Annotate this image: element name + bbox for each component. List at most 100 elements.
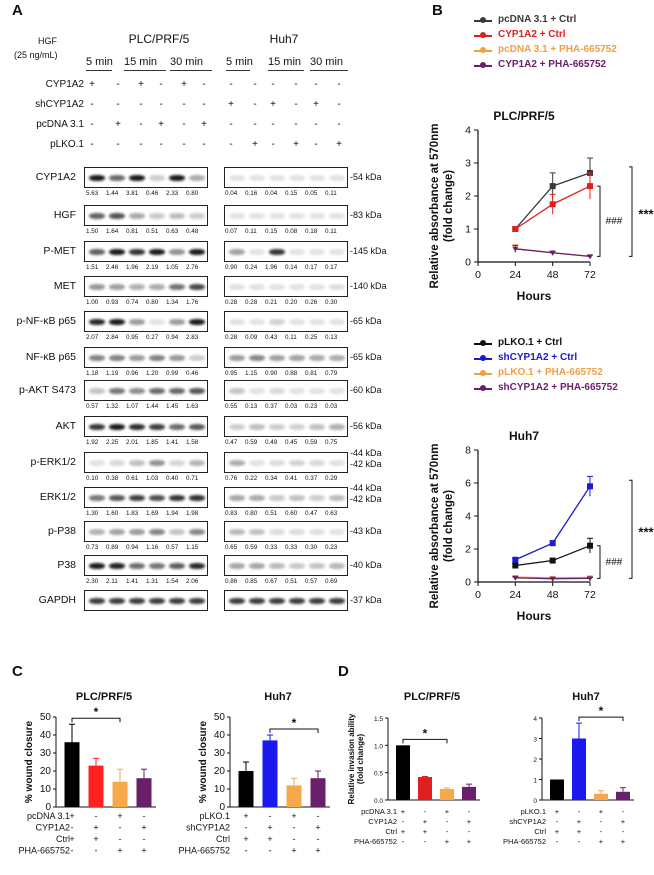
quant-value: 0.17 bbox=[305, 264, 318, 271]
y-tick-label: 1 bbox=[465, 224, 471, 236]
quant-value: 0.21 bbox=[265, 299, 278, 306]
quant-value: 0.80 bbox=[186, 190, 199, 197]
blot-label: P38 bbox=[57, 559, 76, 571]
condition-sign: + bbox=[445, 837, 450, 846]
blot-band bbox=[269, 528, 285, 535]
quant-value: 0.93 bbox=[106, 299, 119, 306]
blot-label: MET bbox=[53, 280, 76, 292]
blot-band bbox=[89, 423, 105, 430]
condition-sign: + bbox=[621, 837, 626, 846]
legend-label: pcDNA 3.1 + Ctrl bbox=[498, 14, 577, 25]
bar bbox=[112, 781, 128, 807]
blot-band bbox=[109, 318, 125, 325]
legend-marker bbox=[480, 340, 486, 346]
blot-band bbox=[89, 354, 105, 361]
treatment-sign: - bbox=[116, 79, 120, 90]
blot-band bbox=[89, 318, 105, 325]
kda-label: -44 kDa bbox=[350, 483, 382, 493]
x-tick-label: 48 bbox=[547, 269, 559, 281]
significance-bracket bbox=[71, 717, 121, 723]
quant-value: 0.33 bbox=[285, 544, 298, 551]
y-axis-label: % wound closure bbox=[198, 720, 209, 803]
bar bbox=[262, 740, 278, 807]
blot-left bbox=[84, 276, 208, 297]
treatment-label: pLKO.1 bbox=[50, 139, 84, 150]
kda-label: -42 kDa bbox=[350, 459, 382, 469]
condition-sign: + bbox=[291, 811, 296, 821]
kda-label: -65 kDa bbox=[350, 316, 382, 326]
panel-label-a: A bbox=[12, 2, 23, 19]
blot-band bbox=[129, 174, 145, 181]
legend-label: shCYP1A2 + PHA-665752 bbox=[498, 382, 618, 393]
blot-band bbox=[289, 423, 305, 430]
blot-band bbox=[149, 494, 165, 501]
blot-band bbox=[229, 459, 245, 466]
blot-band bbox=[249, 212, 265, 219]
blot-band bbox=[189, 459, 205, 466]
blot-band bbox=[249, 597, 265, 604]
blot-band bbox=[189, 212, 205, 219]
quant-value: 1.63 bbox=[186, 403, 199, 410]
blot-band bbox=[189, 354, 205, 361]
blot-band bbox=[269, 318, 285, 325]
blot-band bbox=[269, 248, 285, 255]
treatment-sign: - bbox=[159, 79, 163, 90]
blot-band bbox=[229, 283, 245, 290]
condition-sign: + bbox=[467, 817, 472, 826]
blot-label: ERK1/2 bbox=[39, 491, 76, 503]
blot-band bbox=[129, 248, 145, 255]
data-point bbox=[512, 246, 519, 252]
x-tick-label: 0 bbox=[475, 589, 481, 601]
y-tick-label: 0.5 bbox=[374, 771, 383, 778]
condition-label: PHA-665752 bbox=[178, 846, 230, 856]
quant-value: 1.92 bbox=[86, 439, 99, 446]
blot-band bbox=[329, 174, 345, 181]
condition-sign: - bbox=[143, 811, 146, 821]
blot-band bbox=[129, 562, 145, 569]
significance-bracket bbox=[402, 738, 448, 744]
quant-value: 1.50 bbox=[86, 228, 99, 235]
quant-value: 0.11 bbox=[325, 190, 337, 197]
blot-label: p-AKT S473 bbox=[18, 384, 76, 396]
quant-value: 0.15 bbox=[265, 228, 278, 235]
data-point bbox=[587, 483, 593, 490]
blot-right bbox=[224, 555, 348, 576]
quant-value: 0.41 bbox=[285, 475, 298, 482]
quant-value: 0.17 bbox=[325, 264, 338, 271]
significance-label: * bbox=[94, 705, 99, 719]
blot-band bbox=[169, 597, 185, 604]
quant-value: 1.83 bbox=[126, 510, 139, 517]
condition-sign: + bbox=[291, 846, 296, 856]
blot-band bbox=[149, 459, 165, 466]
legend-marker bbox=[480, 32, 486, 38]
condition-label: PHA-665752 bbox=[503, 837, 546, 846]
blot-right bbox=[224, 205, 348, 226]
condition-sign: - bbox=[622, 807, 625, 816]
quant-value: 1.41 bbox=[126, 578, 139, 585]
blot-band bbox=[289, 318, 305, 325]
bar bbox=[418, 777, 432, 800]
blot-band bbox=[189, 174, 205, 181]
blot-right bbox=[224, 487, 348, 508]
y-tick-label: 40 bbox=[40, 730, 52, 741]
blot-band bbox=[89, 494, 105, 501]
condition-sign: - bbox=[293, 834, 296, 844]
significance-bracket bbox=[597, 185, 601, 257]
bar bbox=[64, 742, 80, 807]
chart-title: PLC/PRF/5 bbox=[404, 691, 460, 703]
bar bbox=[616, 791, 630, 800]
data-point bbox=[549, 250, 556, 256]
significance-label: * bbox=[599, 704, 604, 718]
condition-label: shCYP1A2 bbox=[186, 823, 230, 833]
quant-value: 0.59 bbox=[305, 439, 318, 446]
bar bbox=[396, 745, 410, 800]
time-underline bbox=[226, 70, 250, 71]
y-tick-label: 50 bbox=[40, 712, 52, 723]
chart-title: Huh7 bbox=[509, 429, 539, 443]
y-axis-label: Relative absorbance at 570nm bbox=[429, 124, 441, 289]
cell-line-plc: PLC/PRF/5 bbox=[128, 32, 190, 46]
x-tick-label: 24 bbox=[509, 269, 521, 281]
blot-band bbox=[309, 423, 325, 430]
condition-sign: + bbox=[315, 823, 320, 833]
time-label: 15 min bbox=[268, 56, 302, 68]
